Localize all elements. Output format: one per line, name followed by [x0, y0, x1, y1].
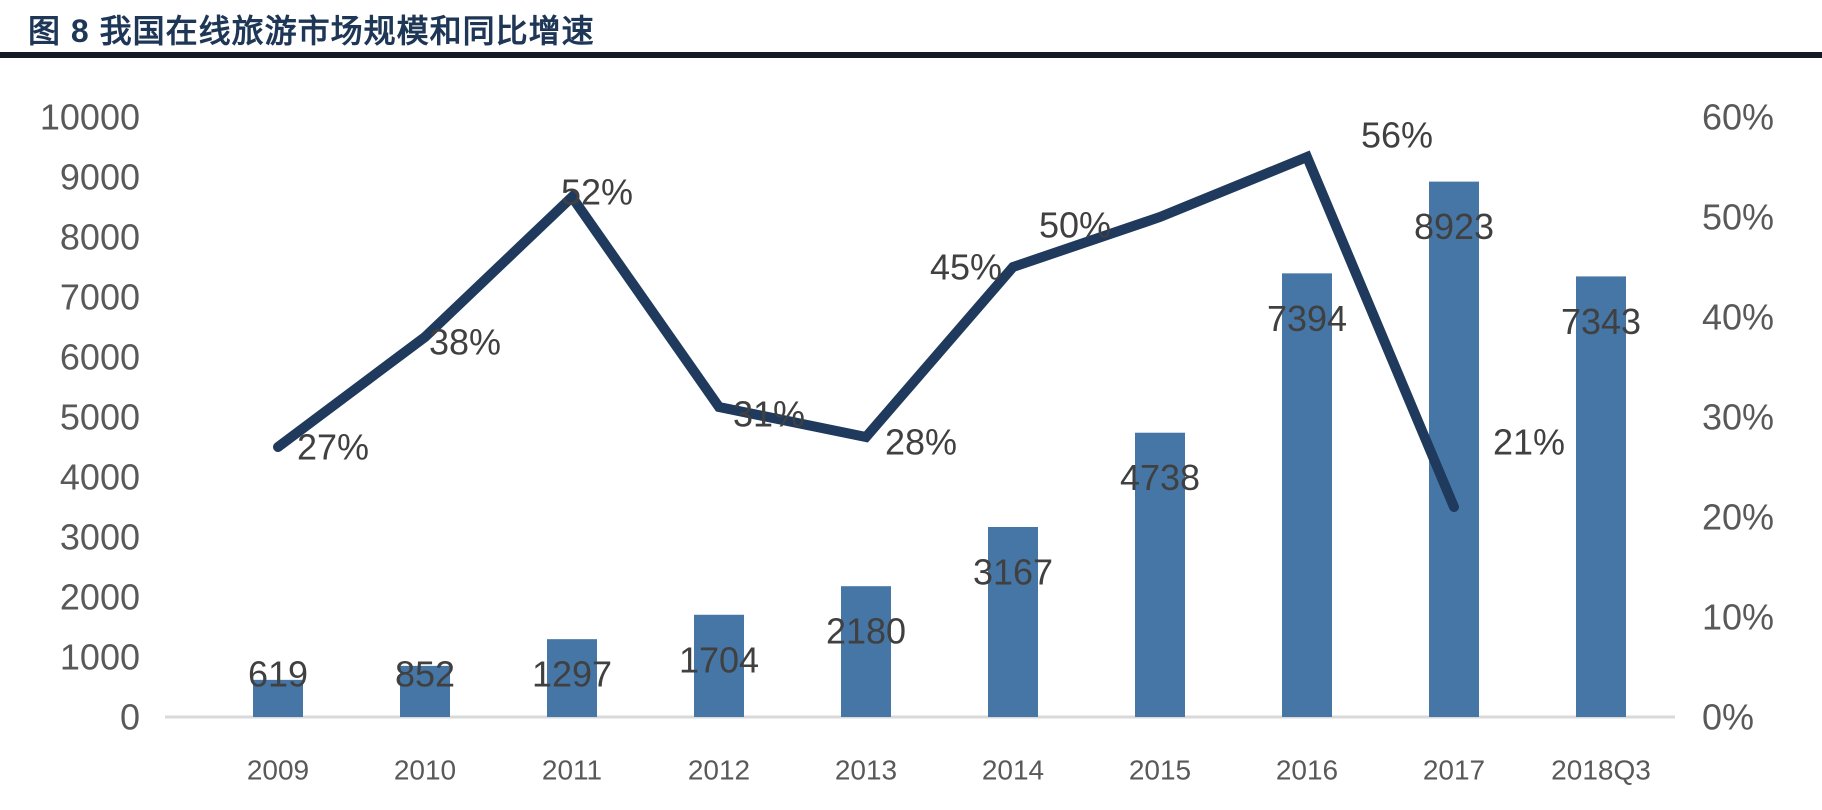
bar-value-label: 1704	[679, 639, 759, 680]
bar-value-label: 7394	[1267, 298, 1347, 339]
x-axis-label: 2014	[982, 755, 1044, 786]
bar-value-label: 852	[395, 654, 455, 695]
y-axis-right-tick-label: 10%	[1702, 597, 1774, 638]
bar	[1576, 276, 1626, 717]
x-axis-label: 2010	[394, 755, 456, 786]
x-axis-label: 2016	[1276, 755, 1338, 786]
y-axis-left-tick-label: 3000	[60, 517, 140, 558]
bar	[1429, 181, 1479, 717]
x-axis-label: 2012	[688, 755, 750, 786]
y-axis-right-tick-label: 30%	[1702, 397, 1774, 438]
growth-point-label: 56%	[1361, 115, 1433, 156]
x-axis-label: 2018Q3	[1551, 755, 1651, 786]
x-axis-label: 2015	[1129, 755, 1191, 786]
growth-point-label: 31%	[733, 394, 805, 435]
growth-point-label: 28%	[885, 422, 957, 463]
y-axis-left-tick-label: 10000	[40, 97, 140, 138]
y-axis-right-tick-label: 40%	[1702, 297, 1774, 338]
x-axis-label: 2011	[542, 755, 602, 786]
bar	[1282, 273, 1332, 717]
growth-point-label: 21%	[1493, 422, 1565, 463]
y-axis-left-tick-label: 9000	[60, 157, 140, 198]
bar	[1135, 432, 1185, 717]
bar	[547, 639, 597, 717]
bar	[253, 679, 303, 717]
bar-value-label: 8923	[1414, 206, 1494, 247]
x-axis-label: 2013	[835, 755, 897, 786]
y-axis-left-tick-label: 2000	[60, 577, 140, 618]
growth-point-label: 27%	[297, 427, 369, 468]
bar-value-label: 3167	[973, 551, 1053, 592]
y-axis-left-tick-label: 7000	[60, 277, 140, 318]
bar	[400, 665, 450, 717]
bar-value-label: 2180	[826, 611, 906, 652]
x-axis-label: 2017	[1423, 755, 1485, 786]
y-axis-right-tick-label: 60%	[1702, 97, 1774, 138]
y-axis-right-tick-label: 50%	[1702, 197, 1774, 238]
growth-point-label: 50%	[1039, 205, 1111, 246]
growth-point-label: 52%	[561, 172, 633, 213]
x-axis-label: 2009	[247, 755, 309, 786]
title-underline-rule	[0, 52, 1822, 58]
bar	[988, 526, 1038, 717]
y-axis-left-tick-label: 1000	[60, 637, 140, 678]
bar-value-label: 7343	[1561, 301, 1641, 342]
growth-line	[273, 150, 1459, 512]
bar	[841, 586, 891, 717]
y-axis-left-tick-label: 4000	[60, 457, 140, 498]
growth-point-label: 45%	[930, 247, 1002, 288]
growth-point-label: 38%	[429, 322, 501, 363]
y-axis-left-tick-label: 8000	[60, 217, 140, 258]
y-axis-right-tick-label: 0%	[1702, 697, 1754, 738]
figure-title: 图 8 我国在线旅游市场规模和同比增速	[28, 13, 595, 49]
bar-value-label: 619	[248, 654, 308, 695]
y-axis-left-tick-label: 6000	[60, 337, 140, 378]
bar-value-label: 4738	[1120, 457, 1200, 498]
bar	[694, 614, 744, 717]
y-axis-left-tick-label: 0	[120, 697, 140, 738]
bar-value-label: 1297	[532, 654, 612, 695]
y-axis-right-tick-label: 20%	[1702, 497, 1774, 538]
y-axis-left-tick-label: 5000	[60, 397, 140, 438]
